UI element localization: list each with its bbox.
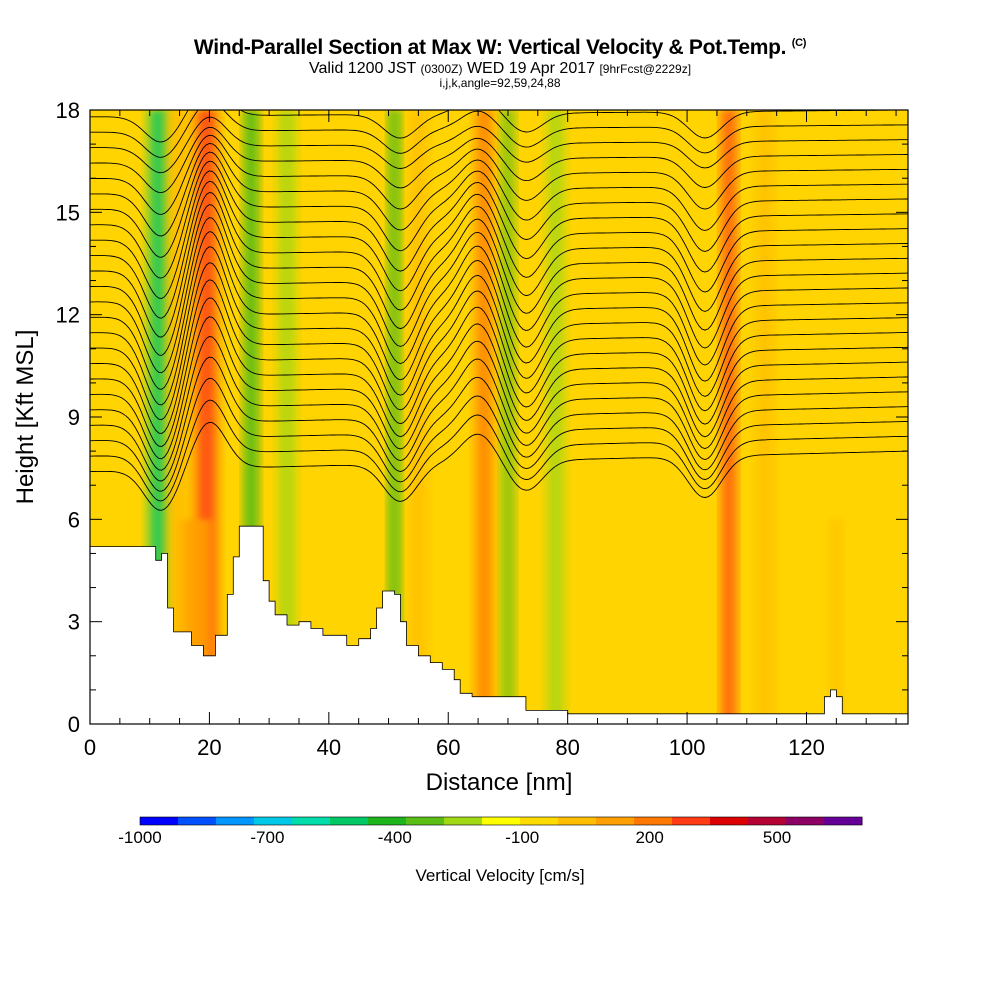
vertical-velocity-field <box>149 110 841 724</box>
colorbar-swatch <box>482 817 521 825</box>
velocity-band <box>245 110 258 724</box>
x-tick-label: 100 <box>669 735 706 760</box>
colorbar-label: 200 <box>635 828 663 847</box>
isentrope-line <box>90 246 908 406</box>
chart-title: Wind-Parallel Section at Max W: Vertical… <box>0 36 1000 60</box>
x-axis-title: Distance [nm] <box>426 769 573 796</box>
y-tick-label: 3 <box>68 610 80 635</box>
velocity-band <box>476 110 492 724</box>
velocity-band <box>279 110 295 724</box>
colorbar-swatch <box>406 817 445 825</box>
colorbar-swatch <box>824 817 863 825</box>
velocity-band <box>757 110 773 724</box>
colorbar-swatch <box>672 817 711 825</box>
grid-indices: i,j,k,angle=92,59,24,88 <box>439 76 561 90</box>
valid-utc: (0300Z) <box>420 62 463 76</box>
colorbar-swatch <box>368 817 407 825</box>
forecast-info: [9hrFcst@2229z] <box>599 62 692 76</box>
colorbar-swatch <box>330 817 369 825</box>
velocity-band <box>722 110 735 724</box>
colorbar-swatch <box>444 817 483 825</box>
isentrope-line <box>90 204 908 356</box>
plot-area <box>90 110 908 724</box>
isentrope-line <box>90 110 908 158</box>
colorbar-title: Vertical Velocity [cm/s] <box>415 866 584 885</box>
velocity-band <box>389 110 400 724</box>
colorbar-label: -100 <box>505 828 539 847</box>
colorbar-swatch <box>634 817 673 825</box>
isentrope-line <box>90 160 908 279</box>
colorbar: -1000 -700 -400 -100 200 500 <box>118 816 863 847</box>
velocity-band <box>548 110 564 724</box>
y-tick-label: 0 <box>68 712 80 737</box>
isentrope-line <box>90 192 908 338</box>
y-tick-label: 9 <box>68 405 80 430</box>
isentrope-line <box>90 134 908 215</box>
isentrope-line <box>90 262 908 421</box>
colorbar-label: -400 <box>378 828 412 847</box>
colorbar-swatch <box>178 817 217 825</box>
y-tick-label: 12 <box>56 303 80 328</box>
isentrope-line <box>90 421 908 511</box>
colorbar-frame <box>139 816 863 826</box>
colorbar-swatch <box>520 817 559 825</box>
isentrope-line <box>90 279 908 434</box>
isentrope-line <box>90 143 908 237</box>
isentrope-line <box>90 217 908 374</box>
velocity-band <box>831 519 841 724</box>
chart-title-text: Wind-Parallel Section at Max W: Vertical… <box>193 36 787 59</box>
colorbar-label: -1000 <box>118 828 161 847</box>
colorbar-swatch <box>216 817 255 825</box>
y-axis-title: Height [Kft MSL] <box>12 330 39 505</box>
colorbar-swatch <box>596 817 635 825</box>
y-tick-label: 6 <box>68 507 80 532</box>
colorbar-label: 500 <box>763 828 791 847</box>
chart-subtitle: Valid 1200 JST (0300Z) WED 19 Apr 2017 [… <box>0 60 1000 78</box>
isentrope-line <box>90 126 908 194</box>
isentrope-line <box>90 316 908 460</box>
isentrope-line <box>90 116 908 174</box>
isentrope-line <box>90 180 908 319</box>
x-tick-label: 40 <box>317 735 341 760</box>
isentrope-line <box>90 297 908 447</box>
isentrope-line <box>90 399 908 502</box>
isentrope-line <box>90 356 908 482</box>
colorbar-swatch <box>254 817 293 825</box>
valid-date: WED 19 Apr 2017 <box>466 60 596 77</box>
x-tick-label: 120 <box>788 735 825 760</box>
valid-time: Valid 1200 JST <box>308 60 416 77</box>
velocity-band <box>410 110 426 724</box>
colorbar-label: -700 <box>250 828 284 847</box>
x-tick-label: 80 <box>555 735 579 760</box>
isentrope-line <box>90 377 908 492</box>
colorbar-swatch <box>558 817 597 825</box>
x-tick-label: 20 <box>197 735 221 760</box>
x-tick-label: 60 <box>436 735 460 760</box>
colorbar-swatch <box>140 817 179 825</box>
y-tick-label: 18 <box>56 98 80 123</box>
terrain <box>90 525 908 724</box>
colorbar-swatch <box>748 817 787 825</box>
axes: 0 20 40 60 80 100 120 0 3 6 9 12 15 18 <box>56 98 908 760</box>
isentrope-line <box>90 151 908 258</box>
colorbar-swatch <box>292 817 331 825</box>
isentrope-line <box>90 170 908 299</box>
x-tick-label: 0 <box>84 735 96 760</box>
isentrope-line <box>90 336 908 471</box>
potential-temperature-contours <box>90 110 908 511</box>
colorbar-swatch <box>710 817 749 825</box>
colorbar-swatch <box>786 817 825 825</box>
isentrope-line <box>90 231 908 390</box>
copyright-mark: (C) <box>791 37 807 49</box>
y-tick-label: 15 <box>56 200 80 225</box>
